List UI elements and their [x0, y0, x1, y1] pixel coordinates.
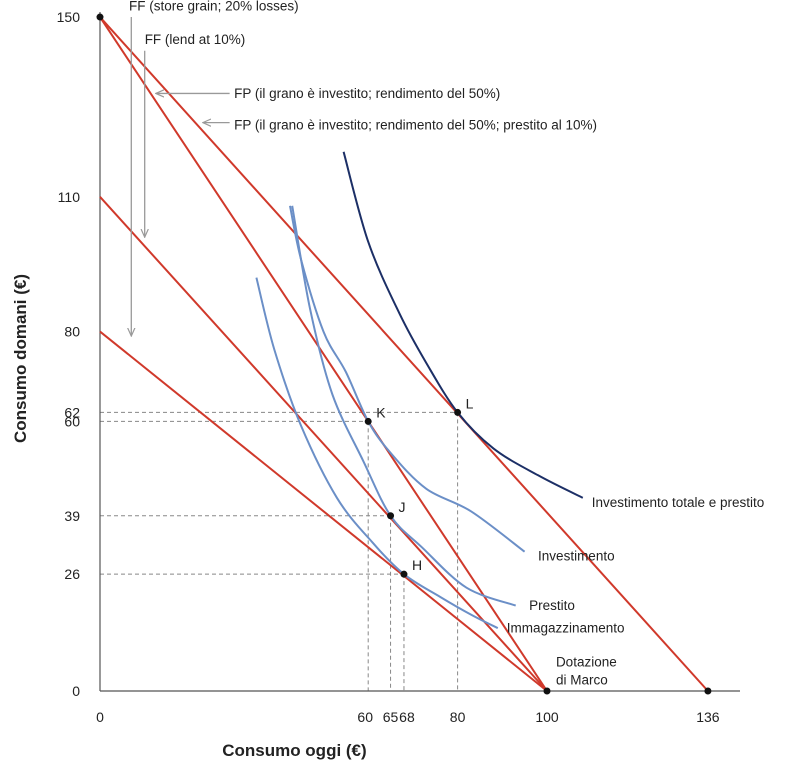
point-label-k: K [376, 404, 386, 420]
frontier-line-3 [99, 330, 548, 692]
indifference-curve-investimento-totale-e-prestito [342, 151, 584, 499]
annotation-label-2: FP (il grano è investito; rendimento del… [234, 86, 500, 101]
point-k [364, 417, 372, 425]
point-marker-6 [704, 687, 712, 695]
annotation-label-7: Immagazzinamento [507, 621, 625, 636]
annotation-label-1: FF (lend at 10%) [145, 32, 246, 47]
frontier-line-2 [99, 196, 548, 692]
y-tick-label-60: 60 [64, 413, 80, 429]
point-label-j: J [399, 499, 406, 515]
x-tick-label-80: 80 [450, 709, 466, 725]
point-j [387, 512, 395, 520]
point-l [454, 408, 462, 416]
y-tick-label-62: 62 [64, 404, 80, 420]
annotation-label-6: Prestito [529, 598, 575, 613]
y-tick-label-0: 0 [72, 683, 80, 699]
x-tick-label-136: 136 [696, 709, 720, 725]
y-tick-label-26: 26 [64, 566, 80, 582]
annotation-label-8: Dotazione [556, 654, 617, 669]
x-tick-label-68: 68 [399, 709, 415, 725]
annotation-label-5: Investimento [538, 549, 615, 564]
x-tick-label-65: 65 [383, 709, 399, 725]
point-label-h: H [412, 557, 422, 573]
indifference-curve-investimento [289, 205, 526, 553]
y-axis-title: Consumo domani (€) [11, 274, 30, 443]
x-tick-label-60: 60 [357, 709, 373, 725]
point-marker-5 [543, 687, 551, 695]
frontier-line-0 [99, 16, 548, 692]
annotation-label-3: FP (il grano è investito; rendimento del… [234, 117, 597, 132]
point-label-l: L [466, 395, 474, 411]
y-tick-label-39: 39 [64, 508, 80, 524]
y-tick-label-150: 150 [57, 9, 81, 25]
y-tick-label-110: 110 [58, 189, 81, 205]
annotation-label-0: FF (store grain; 20% losses) [129, 0, 299, 13]
x-axis-title: Consumo oggi (€) [222, 741, 366, 760]
indifference-curve-prestito [291, 205, 517, 607]
point-marker-4 [96, 13, 104, 21]
indifference-curve-immagazzinamento [255, 277, 499, 629]
frontier-line-1 [99, 16, 709, 692]
point-h [400, 570, 408, 578]
annotation-label-9: di Marco [556, 672, 608, 687]
x-tick-label-0: 0 [96, 709, 104, 725]
annotation-label-4: Investimento totale e prestito [592, 495, 765, 510]
y-tick-label-80: 80 [64, 324, 80, 340]
x-tick-label-100: 100 [535, 709, 559, 725]
